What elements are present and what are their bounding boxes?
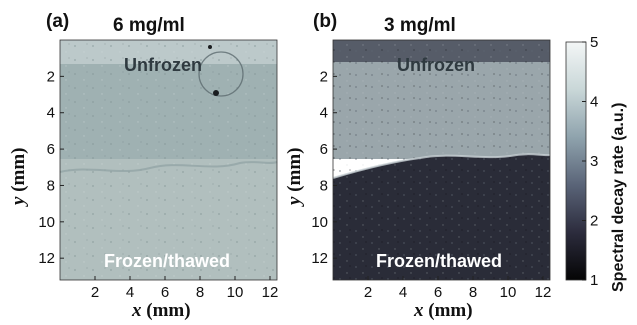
tick-label: 2	[91, 284, 99, 301]
panel-a-bottom-label: Frozen/thawed	[104, 251, 230, 271]
tick-label: 2	[320, 68, 328, 85]
tick-label: 6	[320, 141, 328, 158]
tick-label: 12	[311, 250, 328, 267]
y-axis-unit: (mm)	[284, 148, 305, 192]
y-axis-unit: (mm)	[8, 148, 29, 192]
panel-b-noise	[333, 40, 550, 280]
tick-label: 12	[262, 284, 279, 301]
panel-b: Unfrozen Frozen/thawed 2 4 6 8 10 12 2 4 6 8 10 12	[311, 40, 551, 301]
panel-a: Unfrozen Frozen/thawed 2 4 6 8 10 12 2 4 6 8 10 12	[38, 40, 278, 301]
tick-label: 1	[590, 272, 598, 289]
tick-label: 5	[590, 34, 598, 51]
tick-label: 3	[590, 153, 598, 170]
y-axis-var: y	[8, 197, 29, 205]
tick-label: 4	[126, 284, 134, 301]
tick-label: 2	[364, 284, 372, 301]
tick-label: 10	[38, 214, 55, 231]
tick-label: 8	[47, 177, 55, 194]
tick-label: 10	[227, 284, 244, 301]
tick-label: 8	[196, 284, 204, 301]
panel-b-top-label: Unfrozen	[397, 55, 475, 75]
panel-b-y-axis-title: y (mm)	[284, 148, 306, 206]
panel-a-noise	[60, 40, 277, 280]
x-axis-var: x	[414, 300, 424, 321]
tick-label: 2	[47, 68, 55, 85]
x-axis-unit: (mm)	[428, 300, 472, 321]
panel-a-title: 6 mg/ml	[113, 16, 185, 35]
tick-label: 12	[535, 284, 552, 301]
colorbar: 1 2 3 4 5	[566, 34, 598, 289]
tick-label: 6	[434, 284, 442, 301]
tick-label: 4	[320, 105, 328, 122]
y-axis-var: y	[284, 197, 305, 205]
tick-label: 4	[399, 284, 407, 301]
tick-label: 6	[161, 284, 169, 301]
tick-label: 8	[320, 177, 328, 194]
panel-a-y-axis-title: y (mm)	[8, 148, 30, 206]
panel-b-x-axis-title: x (mm)	[414, 300, 473, 322]
panel-a-spot	[208, 45, 212, 49]
tick-label: 2	[590, 213, 598, 230]
tick-label: 8	[469, 284, 477, 301]
x-axis-var: x	[132, 300, 142, 321]
tick-label: 6	[47, 141, 55, 158]
colorbar-label: Spectral decay rate (a.u.)	[610, 103, 628, 292]
tick-label: 12	[38, 250, 55, 267]
panel-b-tag: (b)	[313, 12, 337, 31]
panel-a-spot	[213, 90, 219, 96]
tick-label: 10	[500, 284, 517, 301]
panel-b-title: 3 mg/ml	[384, 16, 456, 35]
panel-a-tag: (a)	[46, 12, 69, 31]
panel-a-x-axis-title: x (mm)	[132, 300, 191, 322]
panel-a-top-label: Unfrozen	[124, 55, 202, 75]
panel-b-bottom-label: Frozen/thawed	[376, 251, 502, 271]
tick-label: 4	[590, 94, 598, 111]
tick-label: 10	[311, 214, 328, 231]
tick-label: 4	[47, 105, 55, 122]
x-axis-unit: (mm)	[146, 300, 190, 321]
